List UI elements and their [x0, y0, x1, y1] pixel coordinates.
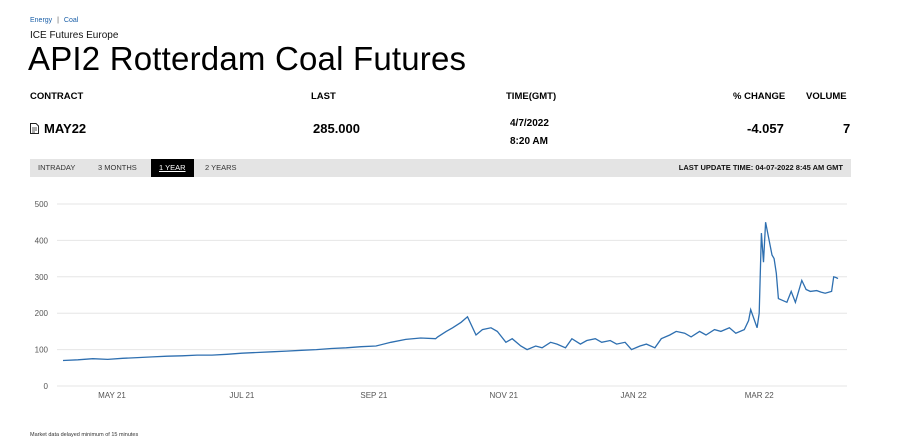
tab-intraday[interactable]: INTRADAY — [38, 163, 76, 172]
header-time: TIME(GMT) — [506, 91, 557, 102]
price-chart[interactable]: 0 100 200 300 400 500 MAY 21 JUL 21 SEP 21 NOV 2… — [0, 190, 900, 410]
x-tick-label: MAY 21 — [98, 391, 126, 400]
document-icon[interactable] — [30, 123, 39, 134]
trade-time: 8:20 AM — [510, 136, 548, 147]
tab-3-months[interactable]: 3 MONTHS — [98, 163, 137, 172]
tab-1-year[interactable]: 1 YEAR — [151, 159, 194, 177]
x-tick-label: JAN 22 — [620, 391, 647, 400]
delay-footnote: Market data delayed minimum of 15 minute… — [30, 432, 139, 438]
trade-date: 4/7/2022 — [510, 118, 549, 129]
y-tick-label: 400 — [35, 236, 49, 245]
breadcrumb-link-energy[interactable]: Energy — [30, 17, 53, 24]
x-tick-label: SEP 21 — [360, 391, 388, 400]
y-tick-label: 200 — [35, 309, 49, 318]
last-update-time: LAST UPDATE TIME: 04-07-2022 8:45 AM GMT — [678, 163, 843, 172]
x-tick-label: MAR 22 — [745, 391, 774, 400]
y-tick-label: 500 — [35, 200, 49, 209]
y-tick-label: 0 — [44, 382, 49, 391]
range-tab-bar: INTRADAY 3 MONTHS 1 YEAR 2 YEARS LAST UP… — [30, 159, 851, 177]
volume-value: 7 — [843, 121, 851, 136]
exchange-name: ICE Futures Europe — [30, 30, 119, 41]
percent-change: -4.057 — [747, 121, 784, 136]
header-change: % CHANGE — [733, 91, 786, 102]
header-last: LAST — [311, 91, 336, 102]
x-tick-label: JUL 21 — [229, 391, 255, 400]
y-tick-label: 100 — [35, 346, 49, 355]
contract-month[interactable]: MAY22 — [44, 121, 87, 136]
breadcrumb-separator: | — [57, 17, 59, 24]
last-price: 285.000 — [313, 121, 360, 136]
header-contract: CONTRACT — [30, 91, 84, 102]
y-tick-label: 300 — [35, 273, 49, 282]
price-line — [62, 222, 839, 362]
breadcrumb: Energy | Coal — [30, 17, 78, 24]
page-title: API2 Rotterdam Coal Futures — [28, 40, 467, 77]
breadcrumb-link-coal[interactable]: Coal — [63, 17, 79, 24]
x-tick-label: NOV 21 — [489, 391, 518, 400]
header-volume: VOLUME — [806, 91, 847, 102]
tab-2-years[interactable]: 2 YEARS — [205, 163, 237, 172]
